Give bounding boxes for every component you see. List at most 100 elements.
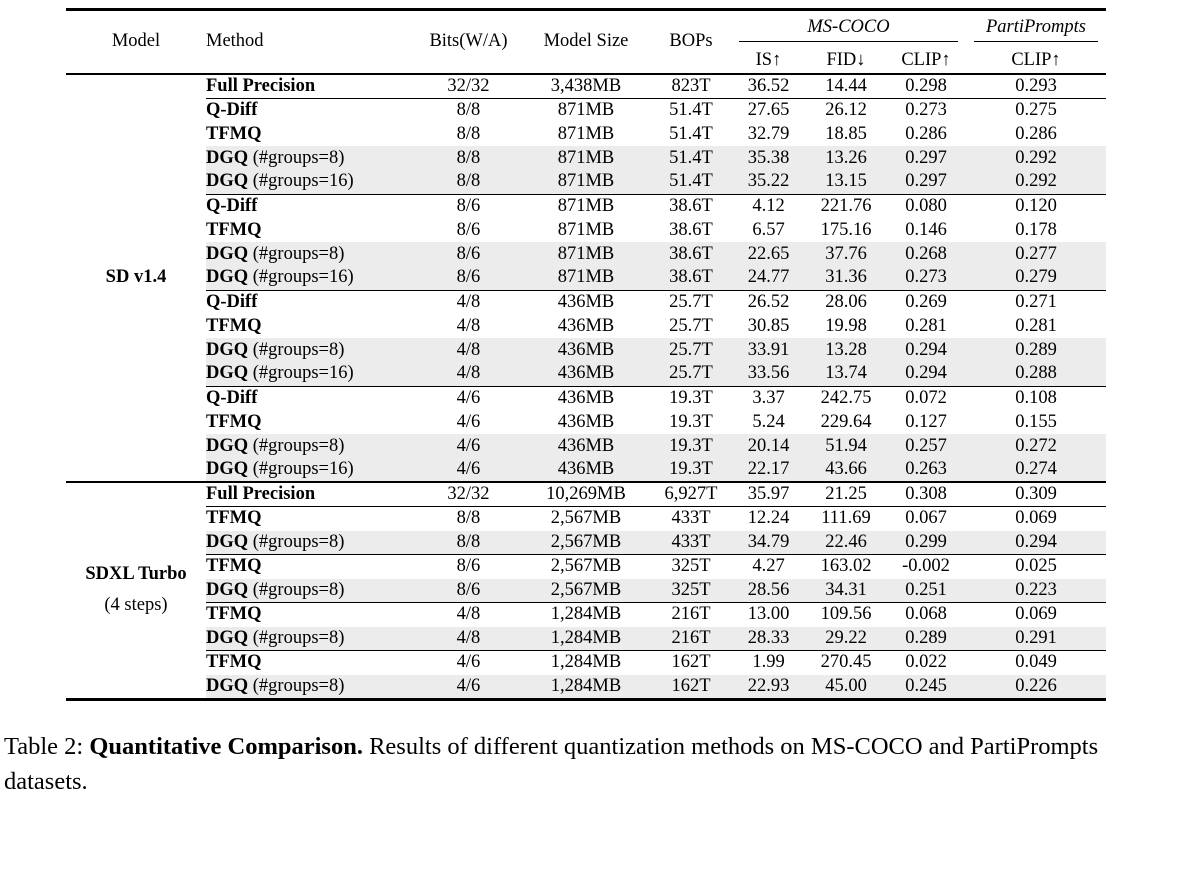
model-size-cell: 436MB: [521, 385, 651, 410]
method-cell: Q-Diff: [206, 385, 416, 410]
method-name: DGQ: [206, 627, 249, 648]
model-size-cell: 436MB: [521, 458, 651, 482]
method-name: TFMQ: [206, 123, 262, 144]
clip-cell: 0.299: [886, 530, 966, 555]
model-size-cell: 871MB: [521, 146, 651, 170]
clip-cell: 0.127: [905, 411, 947, 432]
bits-cell: 4/6: [416, 650, 521, 675]
method-suffix: (#groups=8): [248, 627, 345, 648]
bops-cell: 25.7T: [651, 362, 731, 386]
pp-clip-cell: 0.309: [966, 481, 1106, 507]
is-cell: 3.37: [731, 385, 806, 410]
pp-clip-cell: 0.025: [966, 554, 1106, 579]
column-header-bops: BOPs: [651, 9, 731, 75]
bops-cell: 162T: [651, 650, 731, 675]
model-size-cell: 1,284MB: [521, 674, 651, 699]
model-label: SDXL Turbo: [85, 564, 187, 585]
fid-cell: 13.26: [806, 146, 886, 170]
method-name: Q-Diff: [206, 291, 258, 312]
table-row: TFMQ 4/8 1,284MB 216T 13.00 109.56 0.068 0.069: [66, 602, 1106, 627]
partiprompts-group-rule: PartiPrompts: [974, 17, 1098, 42]
clip-cell: 0.269: [886, 289, 966, 314]
pp-clip-cell: 0.275: [966, 97, 1106, 122]
method-name: TFMQ: [206, 219, 262, 240]
quantitative-comparison-table: Model Method Bits(W/A) Model Size BOPs M…: [66, 8, 1106, 701]
method-cell: Full Precision: [206, 481, 416, 507]
is-cell: 4.27: [731, 554, 806, 579]
model-size-cell: 871MB: [557, 123, 615, 144]
method-name: TFMQ: [206, 604, 262, 625]
clip-cell: 0.072: [886, 385, 966, 410]
bits-cell: 4/8: [416, 289, 521, 314]
method-cell: TFMQ: [206, 506, 416, 531]
fid-cell: 22.46: [806, 530, 886, 555]
clip-cell: 0.273: [886, 97, 966, 122]
column-group-partiprompts: PartiPrompts: [966, 10, 1106, 48]
table-row: DGQ (#groups=8) 8/8 2,567MB 433T 34.79 22.46 0…: [66, 530, 1106, 555]
table-row: SDXL Turbo (4 steps) Full Precision 32/32 10…: [66, 481, 1106, 699]
bops-cell: 25.7T: [651, 289, 731, 314]
is-cell: 1.99: [731, 650, 806, 675]
bops-cell: 25.7T: [651, 338, 731, 362]
table-row: SD v1.4 Full Precision 32/32 3,438MB 823T 36.…: [66, 73, 1106, 482]
is-cell: 36.52: [747, 75, 790, 96]
clip-cell: 0.068: [886, 602, 966, 627]
bops-cell: 19.3T: [669, 411, 713, 432]
pp-clip-cell: 0.286: [1015, 123, 1057, 144]
bops-cell: 38.6T: [651, 193, 731, 218]
method-cell: DGQ (#groups=16): [206, 170, 416, 194]
pp-clip-cell: 0.288: [966, 362, 1106, 386]
table-row: DGQ (#groups=8) 8/8 871MB 51.4T 35.38 13.26 0.…: [66, 146, 1106, 170]
model-size-cell: 10,269MB: [521, 481, 651, 507]
table-row: DGQ (#groups=16) 4/6 436MB 19.3T 22.17 43.66 0…: [66, 458, 1106, 482]
method-name: Full Precision: [206, 75, 316, 96]
is-cell: 32.79: [747, 123, 790, 144]
fid-cell: 242.75: [806, 385, 886, 410]
bops-cell: 216T: [651, 626, 731, 651]
bits-cell: 4/6: [416, 385, 521, 410]
bits-cell: 8/6: [416, 193, 521, 218]
pp-clip-cell: 0.120: [966, 193, 1106, 218]
method-name: DGQ: [206, 339, 249, 360]
method-name: DGQ: [206, 243, 249, 264]
table-row: TFMQ 8/6 2,567MB 325T 4.27 163.02 -0.002 0.025: [66, 554, 1106, 579]
fid-cell: 19.98: [825, 315, 867, 336]
method-name: DGQ: [206, 579, 249, 600]
fid-cell: 26.12: [806, 97, 886, 122]
table-row: Q-Diff 4/6 436MB 19.3T 3.37 242.75 0.072 0.108: [66, 385, 1106, 410]
pp-clip-cell: 0.274: [966, 458, 1106, 482]
pp-clip-cell: 0.291: [966, 626, 1106, 651]
pp-clip-cell: 0.178: [1015, 219, 1057, 240]
model-size-cell: 871MB: [521, 97, 651, 122]
is-cell: 24.77: [731, 266, 806, 290]
method-name: DGQ: [206, 459, 249, 479]
model-size-cell: 436MB: [557, 315, 615, 336]
method-cell: TFMQ: [206, 410, 416, 434]
pp-clip-cell: 0.271: [966, 289, 1106, 314]
method-suffix: (#groups=8): [248, 675, 345, 696]
bits-cell: 8/6: [416, 554, 521, 579]
bops-cell: 162T: [651, 674, 731, 699]
method-cell: DGQ (#groups=8): [206, 530, 416, 555]
pp-clip-cell: 0.281: [1015, 315, 1057, 336]
method-name: DGQ: [206, 675, 249, 696]
bops-cell: 51.4T: [651, 170, 731, 194]
method-cell: Q-Diff: [206, 289, 416, 314]
method-suffix: (#groups=8): [248, 243, 345, 264]
pp-clip-cell: 0.292: [966, 170, 1106, 194]
pp-clip-cell: 0.272: [966, 434, 1106, 458]
method-cell: TFMQ: [206, 218, 416, 242]
table-header: Model Method Bits(W/A) Model Size BOPs M…: [66, 9, 1106, 75]
clip-cell: 0.268: [886, 242, 966, 266]
column-header-fid: FID↓: [806, 47, 886, 75]
bits-cell: 8/6: [416, 266, 521, 290]
method-suffix: (#groups=8): [248, 147, 345, 168]
table-row: TFMQ 8/8 2,567MB 433T 12.24 111.69 0.067 0.069: [66, 506, 1106, 531]
is-cell: 22.93: [731, 674, 806, 699]
is-cell: 35.38: [731, 146, 806, 170]
method-cell: TFMQ: [206, 650, 416, 675]
is-cell: 33.91: [731, 338, 806, 362]
bops-cell: 38.6T: [651, 242, 731, 266]
clip-cell: 0.257: [886, 434, 966, 458]
fid-cell: 34.31: [806, 578, 886, 603]
